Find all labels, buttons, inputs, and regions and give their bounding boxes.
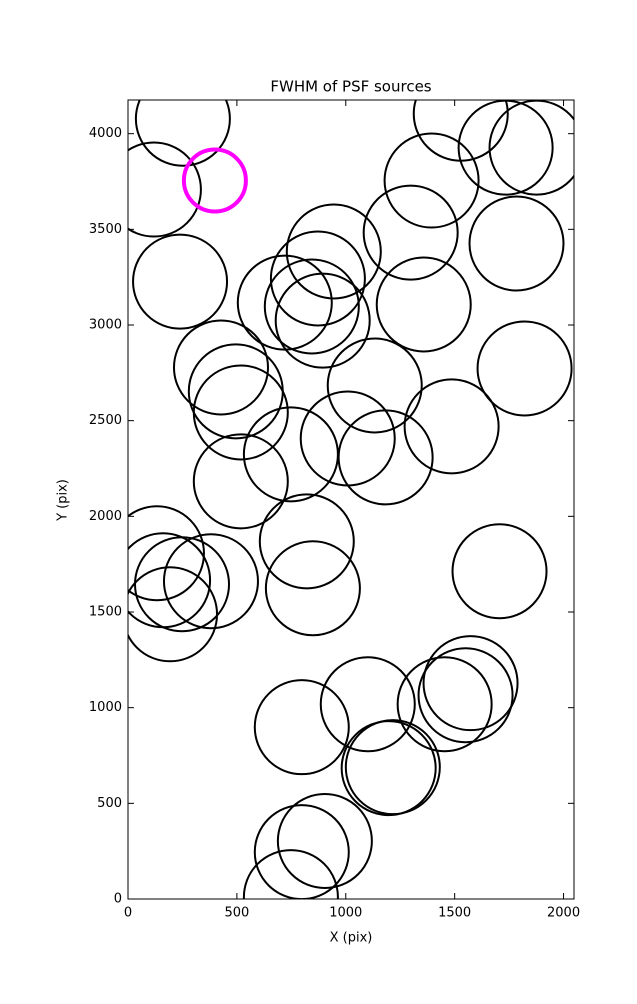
marker [468, 195, 565, 292]
marker [242, 849, 339, 899]
marker [457, 100, 554, 196]
marker [253, 679, 350, 776]
marker [134, 100, 231, 167]
marker [258, 493, 355, 590]
plot-area [128, 100, 574, 899]
x-axis-label: X (pix) [330, 931, 373, 946]
marker [181, 147, 248, 214]
marker [362, 184, 459, 281]
marker [264, 540, 361, 637]
marker [192, 433, 289, 530]
plot-frame [127, 99, 575, 900]
marker [128, 141, 202, 238]
x-tick-label: 1500 [438, 906, 471, 921]
marker [269, 230, 366, 327]
y-tick-label: 1500 [89, 605, 122, 620]
marker [396, 656, 493, 753]
marker [319, 656, 416, 753]
x-tick-label: 1000 [329, 906, 362, 921]
marker [253, 804, 350, 899]
marker [337, 409, 434, 506]
y-tick-label: 2500 [89, 413, 122, 428]
y-tick-label: 3500 [89, 222, 122, 237]
y-tick-label: 4000 [89, 126, 122, 141]
marker [422, 635, 519, 732]
marker [285, 203, 382, 300]
marker [326, 337, 423, 434]
y-tick-label: 3000 [89, 318, 122, 333]
marker [192, 364, 289, 461]
marker [403, 378, 500, 475]
marker [128, 505, 205, 602]
y-tick-label: 1000 [89, 700, 122, 715]
marker [340, 720, 437, 817]
marker [476, 320, 573, 417]
marker [488, 100, 574, 196]
y-axis-label: Y (pix) [56, 479, 71, 522]
marker [276, 793, 373, 890]
x-tick-label: 500 [224, 906, 249, 921]
marker [128, 566, 219, 663]
y-tick-label: 0 [114, 892, 122, 907]
marker [132, 233, 229, 330]
marker [417, 647, 514, 744]
chart-title: FWHM of PSF sources [270, 78, 431, 96]
marker [274, 272, 371, 369]
marker [263, 258, 360, 355]
marker [375, 256, 472, 353]
x-tick-label: 2000 [547, 906, 580, 921]
x-tick-label: 0 [124, 906, 132, 921]
marker [383, 132, 480, 229]
marker [172, 319, 269, 416]
marker [451, 523, 548, 620]
y-tick-label: 500 [97, 796, 122, 811]
y-tick-label: 2000 [89, 509, 122, 524]
marker [162, 533, 259, 630]
